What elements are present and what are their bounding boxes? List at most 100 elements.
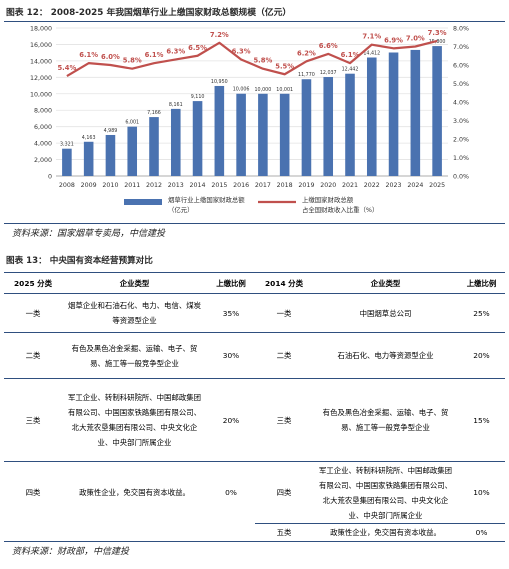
y2-tick-label: 4.0%	[453, 100, 469, 107]
line-value-label: 6.1%	[145, 51, 164, 59]
bar-value-label: 9,110	[191, 94, 205, 100]
chart-bottom-rule	[4, 223, 505, 224]
y-tick-label: 8,000	[34, 108, 52, 115]
cell-2025-type	[62, 523, 207, 542]
header-2025-ratio: 上缴比例	[207, 272, 255, 294]
cell-2014-ratio: 15%	[458, 378, 505, 462]
cell-2025-type: 政策性企业，免交国有资本收益。	[79, 488, 190, 498]
table-header-row: 2025 分类 企业类型 上缴比例 2014 分类 企业类型 上缴比例	[4, 272, 505, 294]
bar-2013	[170, 108, 181, 176]
legend-line-label: 上缴国家财政总额	[302, 195, 354, 204]
bar-value-label: 3,321	[60, 142, 74, 148]
line-value-label: 6.9%	[384, 36, 403, 44]
line-value-label: 7.2%	[210, 31, 229, 39]
x-tick-label: 2008	[59, 182, 75, 189]
bar-2024	[410, 49, 421, 176]
bar-value-label: 15,800	[429, 39, 446, 45]
cell-2025-class: 一类	[4, 293, 62, 333]
cell-2014-type: 政策性企业，免交国有资本收益。	[313, 523, 458, 542]
y-tick-label: 4,000	[34, 141, 52, 148]
x-tick-label: 2010	[102, 182, 118, 189]
bar-value-label: 14,412	[363, 51, 380, 57]
line-value-label: 6.3%	[232, 47, 251, 55]
cell-2025-ratio: 30%	[207, 332, 255, 379]
table-row: 四类 政策性企业，免交国有资本收益。 0% 四类 军工企业、转制科研院所、中国邮…	[4, 461, 505, 524]
bar-2008	[62, 148, 72, 176]
line-value-label: 6.0%	[101, 53, 120, 61]
y-tick-label: 12,000	[30, 75, 52, 82]
bar-2025	[432, 46, 442, 176]
bar-value-label: 12,037	[320, 70, 337, 76]
bar-2010	[105, 134, 116, 176]
x-tick-label: 2013	[168, 182, 184, 189]
table-row: 三类 军工企业、转制科研院所、中国邮政集团有限公司、中国国家铁路集团有限公司、北…	[4, 378, 505, 462]
x-tick-label: 2019	[298, 182, 314, 189]
cell-2025-class	[4, 523, 62, 542]
cell-2014-class: 四类	[255, 461, 313, 524]
bar-value-label: 7,166	[147, 110, 161, 116]
cell-2014-class: 三类	[255, 378, 313, 462]
budget-comparison-table: 2025 分类 企业类型 上缴比例 2014 分类 企业类型 上缴比例 一类 烟…	[4, 272, 505, 542]
y-tick-label: 6,000	[34, 124, 52, 131]
cell-2025-class: 三类	[4, 378, 62, 462]
table-row: 二类 有色及黑色冶金采掘、运输、电子、贸易、施工等一般竞争型企业 30% 二类 …	[4, 332, 505, 379]
line-value-label: 6.2%	[297, 49, 316, 57]
bar-2015	[214, 85, 225, 176]
cell-2025-class: 二类	[4, 332, 62, 379]
tobacco-revenue-chart: 0 2,000 4,000 6,000 8,000 10,000 12,000 14,000 1…	[30, 26, 469, 215]
line-value-label: 6.1%	[341, 51, 360, 59]
bar-value-label: 4,989	[104, 128, 118, 134]
x-tick-label: 2018	[277, 182, 293, 189]
bar-2018	[279, 93, 290, 176]
line-value-label: 5.8%	[123, 57, 142, 65]
x-tick-label: 2009	[81, 182, 97, 189]
bar-2023	[388, 52, 399, 176]
line-value-label: 6.1%	[79, 51, 98, 59]
x-tick-label: 2022	[364, 182, 380, 189]
line-value-label: 7.1%	[362, 33, 381, 41]
y-tick-label: 2,000	[34, 157, 52, 164]
y-tick-label: 10,000	[30, 91, 52, 98]
line-value-label: 7.3%	[428, 29, 447, 37]
cell-2014-ratio: 10%	[458, 461, 505, 524]
bar-2016	[236, 93, 246, 176]
x-tick-label: 2017	[255, 182, 271, 189]
x-tick-label: 2016	[233, 182, 249, 189]
x-tick-label: 2014	[190, 182, 206, 189]
line-value-label: 5.8%	[253, 57, 272, 65]
title-rule	[4, 21, 505, 22]
cell-2025-ratio: 0%	[225, 488, 237, 498]
y2-tick-label: 2.0%	[453, 137, 469, 144]
line-value-label: 7.0%	[406, 35, 425, 43]
bar-value-label: 10,950	[211, 79, 228, 85]
x-tick-label: 2020	[320, 182, 336, 189]
bar-2022	[366, 57, 377, 176]
bar-2011	[127, 126, 138, 176]
cell-2014-class: 五类	[255, 523, 313, 542]
header-2025-class: 2025 分类	[4, 272, 62, 294]
cell-2014-ratio: 0%	[458, 523, 505, 542]
cell-2014-type: 军工企业、转制科研院所、中国邮政集团有限公司、中国国家铁路集团有限公司、北大荒农…	[313, 461, 458, 524]
cell-2025-type: 有色及黑色冶金采掘、运输、电子、贸易、施工等一般竞争型企业	[62, 332, 207, 379]
y2-tick-label: 5.0%	[453, 81, 469, 88]
cell-2014-type: 有色及黑色冶金采掘、运输、电子、贸易、施工等一般竞争型企业	[313, 378, 458, 462]
y-tick-label: 18,000	[30, 26, 52, 33]
cell-2025-class: 四类	[25, 488, 41, 498]
legend-bar-swatch	[124, 199, 162, 205]
table-row: 一类 烟草企业和石油石化、电力、电信、煤炭等资源型企业 35% 一类 中国烟草总…	[4, 293, 505, 333]
y2-tick-label: 6.0%	[453, 63, 469, 70]
header-2014-type: 企业类型	[313, 272, 458, 294]
bar-value-label: 8,161	[169, 102, 183, 108]
line-value-label: 5.4%	[57, 64, 76, 72]
figure-12-title: 图表 12： 2008-2025 年我国烟草行业上缴国家财政总额规模（亿元）	[6, 8, 292, 18]
table-row: 五类 政策性企业，免交国有资本收益。 0%	[4, 523, 505, 542]
bar-value-label: 10,001	[276, 87, 293, 93]
x-tick-label: 2021	[342, 182, 358, 189]
cell-2025-type: 烟草企业和石油石化、电力、电信、煤炭等资源型企业	[62, 293, 207, 333]
bar-value-label: 11,770	[298, 72, 315, 78]
line-value-label: 6.6%	[319, 42, 338, 50]
y2-tick-label: 0.0%	[453, 174, 469, 181]
cell-2014-type: 中国烟草总公司	[313, 293, 458, 333]
bar-value-label: 10,006	[233, 87, 250, 93]
bar-value-label: 6,001	[125, 120, 139, 126]
